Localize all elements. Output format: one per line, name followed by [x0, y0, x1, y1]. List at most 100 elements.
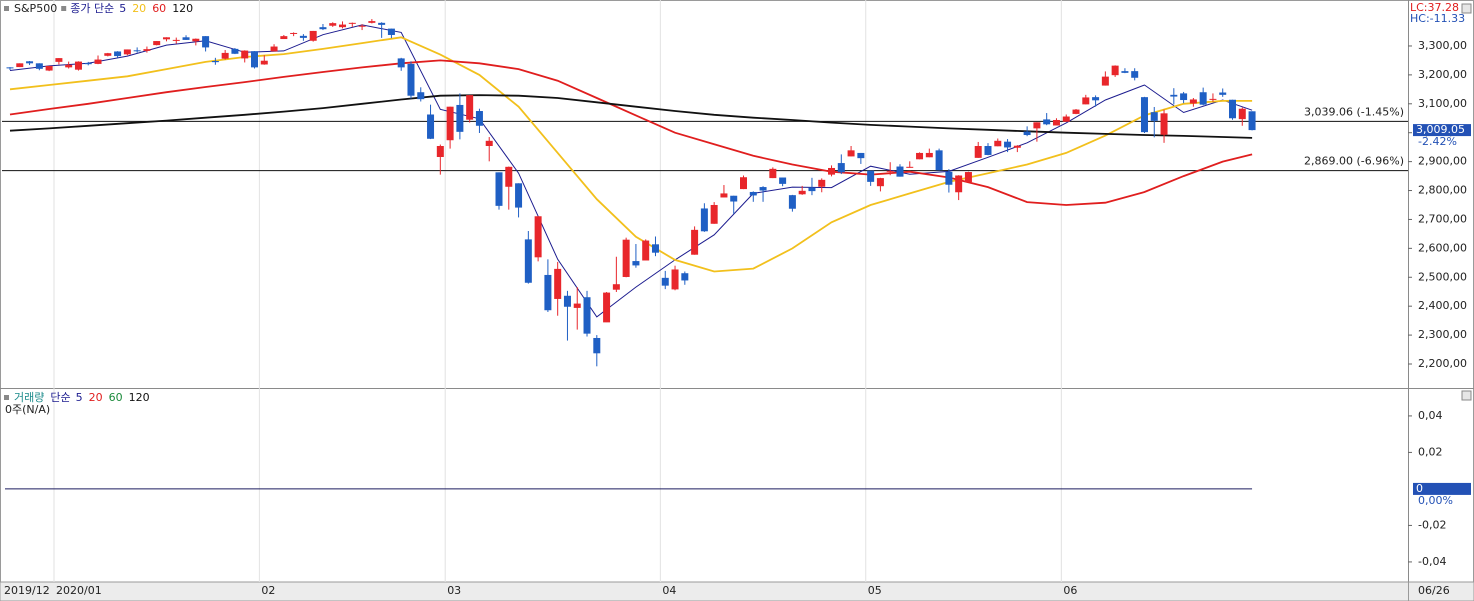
- legend-entry: 5: [76, 391, 83, 404]
- candle-body: [720, 193, 728, 198]
- candle-body: [573, 303, 581, 308]
- candle-body: [319, 27, 327, 30]
- zero-tag-box: [1413, 482, 1471, 495]
- y-tick-label: -0,02: [1418, 518, 1446, 531]
- candle-body: [1013, 145, 1021, 148]
- candle-body: [16, 63, 24, 68]
- panel-button[interactable]: [1461, 390, 1472, 401]
- candle-body: [1131, 71, 1139, 78]
- candle-body: [397, 58, 405, 68]
- candle-body: [436, 146, 444, 157]
- candle-body: [1219, 92, 1227, 95]
- candle-body: [818, 179, 826, 187]
- moving-average-line: [9, 36, 1253, 273]
- candle-body: [192, 38, 200, 42]
- candle-body: [505, 166, 513, 187]
- legend-icon: [4, 6, 9, 11]
- candle-body: [749, 191, 757, 196]
- candle-body: [280, 36, 288, 40]
- candle-body: [974, 146, 982, 158]
- candle-body: [524, 239, 532, 283]
- x-tick-label: 02: [261, 584, 275, 597]
- candle-body: [162, 37, 170, 40]
- candle-body: [104, 53, 112, 56]
- reference-label: 2,869.00 (-6.96%): [1304, 155, 1404, 168]
- last-date: 06/26: [1418, 584, 1450, 597]
- candle-body: [1004, 141, 1012, 148]
- candle-body: [143, 49, 151, 51]
- candle-body: [1189, 99, 1197, 104]
- candle-body: [808, 187, 816, 192]
- candle-body: [417, 92, 425, 100]
- zero-pct: 0,00%: [1418, 494, 1453, 507]
- candle-body: [955, 175, 963, 193]
- price-change: -2.42%: [1418, 135, 1457, 148]
- candle-body: [1248, 111, 1256, 131]
- candle-body: [270, 46, 278, 52]
- candle-body: [935, 150, 943, 171]
- legend-icon: [61, 6, 67, 11]
- candle-body: [456, 104, 464, 132]
- candle-body: [202, 36, 210, 48]
- candle-body: [114, 51, 122, 57]
- candle-body: [65, 64, 73, 68]
- moving-average-line: [9, 24, 1253, 318]
- candle-body: [427, 114, 435, 139]
- candle-body: [1199, 92, 1207, 105]
- candle-body: [612, 284, 620, 290]
- candle-body: [867, 170, 875, 182]
- y-tick-label: 2,500,00: [1418, 270, 1467, 283]
- candle-body: [221, 52, 229, 59]
- candle-body: [1238, 108, 1246, 120]
- candle-body: [387, 28, 395, 35]
- candle-body: [906, 166, 914, 168]
- candle-body: [876, 178, 884, 187]
- candle-body: [603, 292, 611, 323]
- candle-body: [348, 22, 356, 24]
- candle-body: [466, 95, 474, 120]
- lc-label: LC:37.28: [1410, 1, 1459, 14]
- x-tick-label: 04: [662, 584, 676, 597]
- candle-body: [1062, 116, 1070, 122]
- chart-title: S&P500: [14, 2, 57, 15]
- candle-body: [779, 177, 787, 184]
- panel-button[interactable]: [1461, 3, 1472, 14]
- candle-body: [35, 63, 43, 69]
- candle-body: [534, 216, 542, 258]
- candle-body: [407, 63, 415, 96]
- y-tick-label: 0: [1416, 482, 1423, 495]
- y-tick-label: -0,04: [1418, 555, 1446, 568]
- y-tick-label: 2,800,00: [1418, 184, 1467, 197]
- reference-label: 3,039.06 (-1.45%): [1304, 105, 1404, 118]
- candle-body: [45, 65, 53, 71]
- candle-body: [554, 268, 562, 299]
- legend-entry: 20: [89, 391, 103, 404]
- candle-body: [74, 61, 82, 70]
- candle-body: [358, 25, 366, 27]
- candle-body: [964, 172, 972, 183]
- candle-body: [788, 195, 796, 209]
- candle-body: [172, 39, 180, 41]
- candle-body: [94, 59, 102, 64]
- candle-body: [1170, 94, 1178, 97]
- candle-body: [378, 22, 386, 25]
- candle-body: [886, 170, 894, 172]
- y-tick-label: 2,200,00: [1418, 357, 1467, 370]
- candle-body: [984, 146, 992, 155]
- candle-body: [1101, 76, 1109, 86]
- candle-body: [828, 167, 836, 175]
- candle-body: [368, 21, 376, 23]
- ma-label: 종가 단순: [70, 2, 114, 15]
- y-tick-label: 0,02: [1418, 445, 1443, 458]
- moving-average-line: [9, 59, 1253, 206]
- y-tick-label: 2,700,00: [1418, 212, 1467, 225]
- candle-body: [153, 41, 161, 46]
- panel-title: 거래량: [14, 391, 44, 404]
- x-axis-bar: [0, 581, 1474, 601]
- legend-entry: 60: [152, 2, 166, 15]
- legend-entry: 60: [109, 391, 123, 404]
- legend-entry: 120: [172, 2, 193, 15]
- volume-note: 0주(N/A): [5, 403, 50, 416]
- candle-body: [339, 24, 347, 28]
